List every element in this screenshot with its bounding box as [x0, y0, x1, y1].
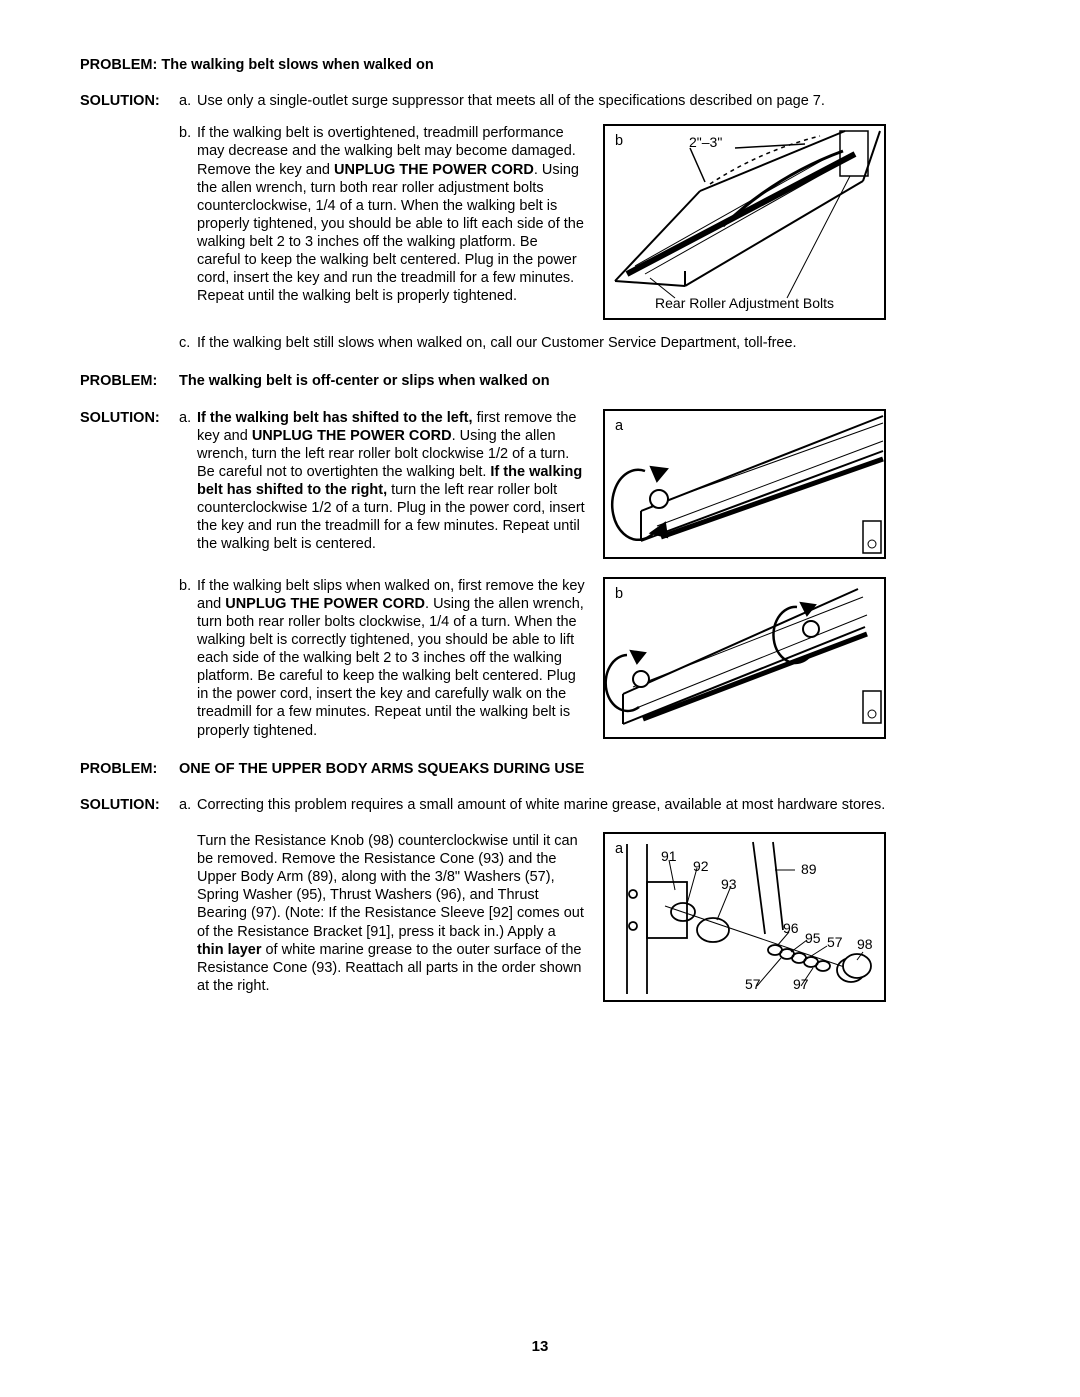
part-label-89: 89 [801, 861, 817, 879]
part-label-95: 95 [805, 930, 821, 948]
part-label-57b: 57 [745, 976, 761, 994]
part-label-96: 96 [783, 920, 799, 938]
item-letter: a. [179, 796, 197, 814]
figure-p2-a: a [603, 409, 886, 559]
problem-3-heading: PROBLEM: ONE OF THE UPPER BODY ARMS SQUE… [80, 760, 1006, 778]
problem-text: ONE OF THE UPPER BODY ARMS SQUEAKS DURIN… [179, 760, 584, 778]
part-label-93: 93 [721, 876, 737, 894]
figure-caption: Rear Roller Adjustment Bolts [605, 295, 884, 313]
p3-solution-a-row: SOLUTION: a. Correcting this problem req… [80, 796, 1006, 814]
bold-text: UNPLUG THE POWER CORD [334, 162, 534, 178]
part-label-97: 97 [793, 976, 809, 994]
solution-text: If the walking belt still slows when wal… [197, 334, 1006, 352]
solution-text: Use only a single-outlet surge suppresso… [197, 92, 1006, 110]
figure-p1-b: b [603, 124, 886, 320]
problem-text: The walking belt is off-center or slips … [179, 372, 550, 390]
p1-solution-b-row: b. If the walking belt is overtightened,… [80, 124, 1006, 320]
figure-measure: 2"–3" [689, 134, 722, 152]
figure-label: a [615, 840, 623, 858]
text: . Using the allen wrench, turn both rear… [197, 162, 584, 305]
bold-text: thin layer [197, 942, 261, 958]
figure-label: b [615, 132, 623, 150]
part-label-92: 92 [693, 858, 709, 876]
item-letter: c. [179, 334, 197, 352]
p2-solution-b-row: b. If the walking belt slips when walked… [80, 577, 1006, 740]
solution-label: SOLUTION: [80, 796, 179, 814]
item-letter: a. [179, 409, 197, 427]
text: . Using the allen wrench, turn both rear… [197, 596, 584, 739]
text: Turn the Resistance Knob (98) counterclo… [197, 833, 584, 940]
part-label-57a: 57 [827, 934, 843, 952]
problem-label: PROBLEM: [80, 760, 179, 778]
solution-text: Correcting this problem requires a small… [197, 796, 1006, 814]
p1-solution-c-row: c. If the walking belt still slows when … [80, 334, 1006, 352]
p3-solution-a-detail-row: Turn the Resistance Knob (98) counterclo… [80, 832, 1006, 1002]
bold-text: If the walking belt has shifted to the l… [197, 410, 477, 426]
solution-text: If the walking belt has shifted to the l… [197, 409, 585, 554]
solution-label: SOLUTION: [80, 409, 179, 427]
bold-text: UNPLUG THE POWER CORD [252, 428, 452, 444]
solution-label: SOLUTION: [80, 92, 179, 110]
part-label-91: 91 [661, 848, 677, 866]
item-letter: a. [179, 92, 197, 110]
item-letter: b. [179, 577, 197, 595]
item-letter: b. [179, 124, 197, 142]
part-label-98: 98 [857, 936, 873, 954]
problem-2-heading: PROBLEM: The walking belt is off-center … [80, 372, 1006, 390]
figure-p2-b: b [603, 577, 886, 739]
p1-solution-a-row: SOLUTION: a. Use only a single-outlet su… [80, 92, 1006, 110]
bold-text: UNPLUG THE POWER CORD [225, 596, 425, 612]
p2-solution-a-row: SOLUTION: a. If the walking belt has shi… [80, 409, 1006, 559]
figure-p3-a: a [603, 832, 886, 1002]
solution-text: Turn the Resistance Knob (98) counterclo… [197, 832, 585, 995]
problem-label: PROBLEM: [80, 372, 179, 390]
figure-label: b [615, 585, 623, 603]
page-number: 13 [0, 1338, 1080, 1357]
solution-text: If the walking belt slips when walked on… [197, 577, 585, 740]
figure-label: a [615, 417, 623, 435]
problem-1-heading: PROBLEM: The walking belt slows when wal… [80, 56, 1006, 74]
solution-text: If the walking belt is overtightened, tr… [197, 124, 585, 305]
